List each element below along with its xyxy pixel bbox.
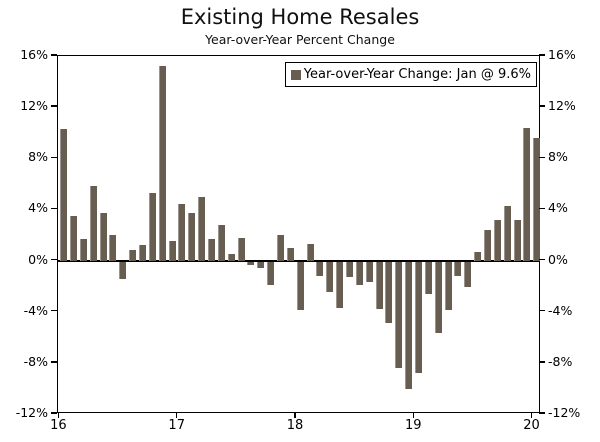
legend-label: Year-over-Year Change: Jan @ 9.6%	[303, 67, 531, 82]
bar-month-46	[513, 219, 521, 261]
bar-month-21	[267, 261, 275, 285]
bar-month-40	[454, 261, 462, 276]
bar-month-24	[296, 261, 304, 311]
bar-month-36	[414, 261, 422, 373]
tick-right-mark	[539, 258, 545, 261]
tick-left-mark	[51, 105, 57, 107]
y-axis-tick-label-left: 8%	[28, 149, 48, 165]
bar-month-11	[168, 241, 176, 261]
bar-month-2	[79, 238, 87, 261]
bar-month-7	[129, 250, 137, 261]
bar-month-26	[316, 261, 324, 276]
tick-right-mark	[539, 156, 545, 159]
y-axis-tick-label-left: 0%	[28, 251, 48, 267]
bar-month-17	[227, 254, 235, 261]
y-axis-tick-label-right: 4%	[548, 200, 568, 216]
bar-month-48	[533, 137, 541, 261]
zero-axis-line	[58, 259, 539, 262]
tick-right-mark	[539, 54, 545, 56]
bar-month-13	[188, 213, 196, 261]
bar-month-41	[464, 261, 472, 288]
y-axis-tick-label-right: 8%	[548, 149, 568, 165]
tick-left-mark	[51, 54, 57, 56]
bar-month-37	[424, 261, 432, 294]
x-axis-tick-mark	[57, 412, 60, 418]
tick-right-mark	[539, 361, 545, 363]
y-axis-tick-label-right: -8%	[548, 353, 573, 369]
bar-month-47	[523, 127, 531, 261]
tick-left-mark	[51, 156, 57, 159]
bar-month-35	[405, 261, 413, 390]
y-axis-tick-label-left: 4%	[28, 200, 48, 216]
x-axis-tick-mark	[294, 412, 296, 418]
tick-left-mark	[51, 361, 57, 363]
bar-month-16	[217, 224, 225, 261]
y-axis-tick-label-right: -4%	[548, 302, 573, 318]
bar-month-6	[119, 261, 127, 280]
bar-month-8	[138, 245, 146, 261]
bar-month-18	[237, 237, 245, 261]
y-axis-tick-label-left: -8%	[23, 353, 48, 369]
bar-month-0	[60, 128, 68, 261]
bar-month-15	[207, 238, 215, 261]
bar-month-3	[89, 186, 97, 261]
bar-month-31	[365, 261, 373, 283]
bar-month-43	[483, 229, 491, 261]
bar-month-29	[345, 261, 353, 277]
y-axis-tick-label-left: 16%	[20, 47, 48, 62]
bar-month-20	[257, 261, 265, 268]
x-axis-year-label: 19	[405, 418, 422, 433]
y-axis-tick-label-right: 16%	[548, 47, 576, 62]
bar-month-19	[247, 261, 255, 266]
bar-month-33	[385, 261, 393, 323]
x-axis-year-label: 17	[168, 418, 185, 433]
y-axis-tick-label-right: -12%	[548, 405, 581, 420]
bar-month-34	[395, 261, 403, 368]
x-axis-year-label: 20	[523, 418, 540, 433]
x-axis-year-label: 18	[286, 418, 304, 433]
bar-month-42	[474, 251, 482, 261]
legend-box: Year-over-Year Change: Jan @ 9.6%	[284, 62, 537, 87]
bar-month-25	[306, 243, 314, 261]
tick-left-mark	[51, 207, 57, 210]
plot-area	[57, 55, 541, 413]
bar-month-22	[276, 235, 284, 261]
bar-month-23	[286, 247, 294, 261]
bar-month-45	[503, 205, 511, 261]
tick-left-mark	[51, 309, 57, 312]
bar-month-5	[109, 235, 117, 261]
x-axis-tick-mark	[175, 412, 178, 418]
tick-left-mark	[51, 412, 57, 414]
bar-month-44	[493, 219, 501, 261]
bar-month-14	[198, 196, 206, 261]
y-axis-tick-label-left: 12%	[20, 98, 48, 114]
x-axis-tick-mark	[412, 412, 415, 418]
bar-month-28	[336, 261, 344, 308]
bar-month-32	[375, 261, 383, 309]
legend-series-marker-icon	[290, 69, 301, 80]
tick-right-mark	[539, 309, 545, 312]
bar-month-10	[158, 66, 166, 261]
bar-month-12	[178, 204, 186, 261]
bar-month-39	[444, 261, 452, 311]
chart-subtitle: Year-over-Year Percent Change	[205, 32, 395, 47]
bar-month-30	[355, 261, 363, 285]
bar-month-4	[99, 213, 107, 261]
bar-month-1	[69, 215, 77, 261]
bar-month-9	[148, 192, 156, 261]
bar-month-38	[434, 261, 442, 334]
tick-right-mark	[539, 105, 545, 107]
chart-title: Existing Home Resales	[180, 5, 420, 29]
x-axis-year-label: 16	[50, 418, 67, 433]
y-axis-tick-label-left: -4%	[23, 302, 48, 318]
tick-right-mark	[539, 412, 545, 414]
y-axis-tick-label-left: -12%	[15, 405, 48, 420]
tick-right-mark	[539, 207, 545, 210]
y-axis-tick-label-right: 12%	[548, 98, 576, 114]
y-axis-tick-label-right: 0%	[548, 251, 568, 267]
bar-month-27	[326, 261, 334, 293]
tick-left-mark	[51, 258, 57, 261]
x-axis-tick-mark	[530, 412, 533, 418]
